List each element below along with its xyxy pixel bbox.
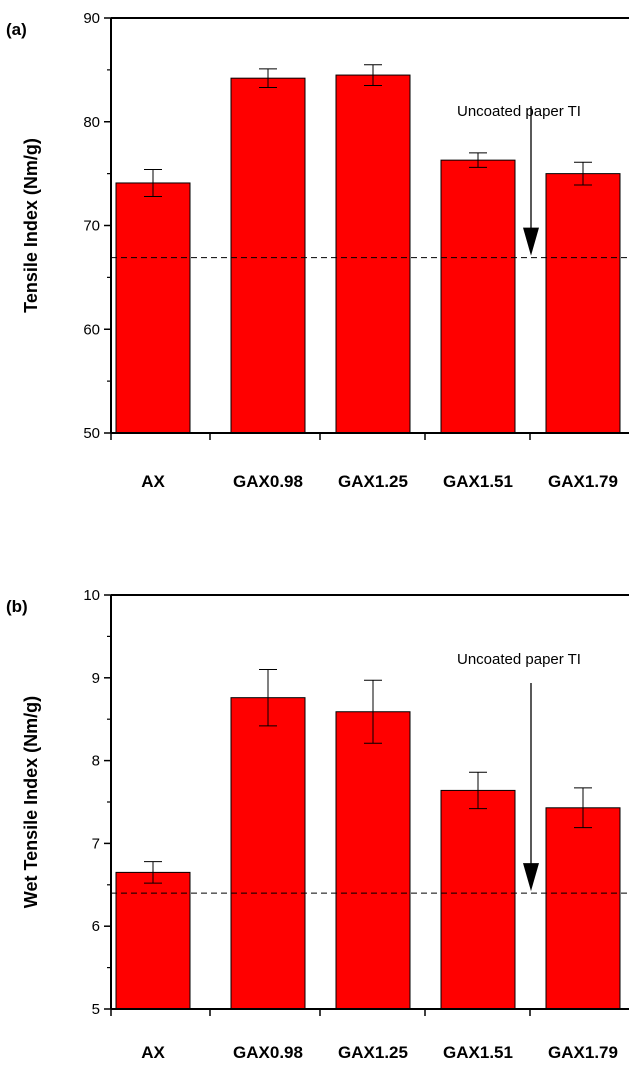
y-tick-label: 6 [92,918,100,935]
y-axis-title: Tensile Index (Nm/g) [21,138,41,313]
x-tick-label-GAX1.79: GAX1.79 [548,472,618,491]
y-tick-label: 90 [83,10,100,27]
x-tick-label-GAX1.51: GAX1.51 [443,1043,513,1062]
y-tick-label: 7 [92,835,100,852]
annotation-arrow-head [523,863,539,892]
panel-label: (a) [6,20,27,39]
annotation-label: Uncoated paper TI [457,103,581,120]
x-tick-label-GAX1.51: GAX1.51 [443,472,513,491]
bar-GAX1.79 [545,807,621,1010]
bar-GAX1.51 [440,159,516,434]
bar-GAX0.98 [230,697,306,1010]
y-tick-label: 50 [83,425,100,442]
annotation-arrow-head [523,227,539,256]
x-tick-label-GAX1.25: GAX1.25 [338,1043,408,1062]
bar-GAX1.79 [545,173,621,434]
y-axis-title: Wet Tensile Index (Nm/g) [21,696,41,908]
x-tick-label-GAX0.98: GAX0.98 [233,1043,303,1062]
bar-AX [115,871,191,1010]
y-tick-label: 5 [92,1001,100,1018]
bar-GAX0.98 [230,77,306,434]
x-tick-label-AX: AX [141,472,165,491]
y-tick-label: 70 [83,218,100,235]
bar-GAX1.51 [440,789,516,1010]
chart-panel-b: Uncoated paper TI 5 6 7 8 9 10 AX GAX0.98 GAX1.25… [6,587,629,1062]
x-tick-label-AX: AX [141,1043,165,1062]
y-tick-label: 80 [83,114,100,131]
y-tick-label: 10 [83,587,100,604]
y-tick-label: 8 [92,753,100,770]
x-tick-label-GAX0.98: GAX0.98 [233,472,303,491]
chart-panel-a: Uncoated paper TI 50 60 70 80 90 AX GAX0.98 GAX1… [6,10,629,491]
y-tick-label: 60 [83,321,100,338]
y-tick-label: 9 [92,670,100,687]
bar-GAX1.25 [335,74,411,434]
x-tick-label-GAX1.25: GAX1.25 [338,472,408,491]
annotation-label: Uncoated paper TI [457,651,581,668]
bar-AX [115,182,191,434]
panel-label: (b) [6,597,28,616]
bar-GAX1.25 [335,711,411,1010]
x-tick-label-GAX1.79: GAX1.79 [548,1043,618,1062]
